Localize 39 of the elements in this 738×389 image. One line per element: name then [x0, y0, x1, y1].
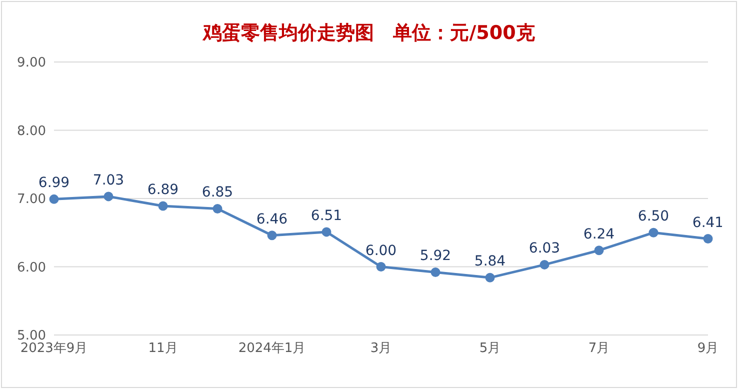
data-label: 6.46 [256, 211, 288, 228]
chart-title: 鸡蛋零售均价走势图 单位：元/500克 [201, 21, 536, 46]
data-label: 7.03 [92, 172, 124, 188]
y-tick-label: 9.00 [17, 56, 46, 71]
point [322, 227, 332, 237]
y-tick-label: 5.00 [17, 328, 46, 344]
data-label: 6.41 [692, 214, 724, 231]
data-label: 6.24 [583, 226, 615, 242]
point [648, 228, 658, 238]
point [49, 194, 59, 204]
point [430, 267, 440, 277]
point [267, 230, 277, 240]
data-label: 6.99 [38, 175, 70, 192]
data-label: 6.89 [147, 182, 179, 198]
x-tick-label: 11月 [148, 341, 178, 356]
data-label: 5.92 [420, 248, 452, 264]
x-tick-label: 2023年9月 [20, 341, 88, 356]
point [158, 201, 168, 211]
x-tick-label: 5月 [479, 341, 501, 356]
x-tick-label: 9月 [697, 341, 719, 356]
data-label: 6.03 [528, 240, 560, 257]
y-tick-label: 7.00 [17, 192, 46, 208]
point [594, 246, 604, 256]
data-label: 6.85 [202, 184, 234, 201]
data-label: 6.50 [638, 208, 670, 225]
y-tick-label: 8.00 [17, 124, 46, 139]
point [703, 234, 713, 244]
point [376, 262, 386, 272]
x-tick-label: 3月 [370, 341, 392, 356]
data-label: 6.51 [310, 208, 342, 224]
x-tick-label: 7月 [588, 341, 610, 356]
point [485, 272, 495, 282]
point [540, 260, 550, 270]
x-tick-label: 2024年1月 [238, 341, 306, 356]
y-tick-label: 6.00 [17, 260, 46, 276]
data-label: 6.00 [365, 242, 397, 259]
data-label: 5.84 [474, 254, 506, 270]
point [104, 192, 114, 202]
point [212, 204, 222, 214]
